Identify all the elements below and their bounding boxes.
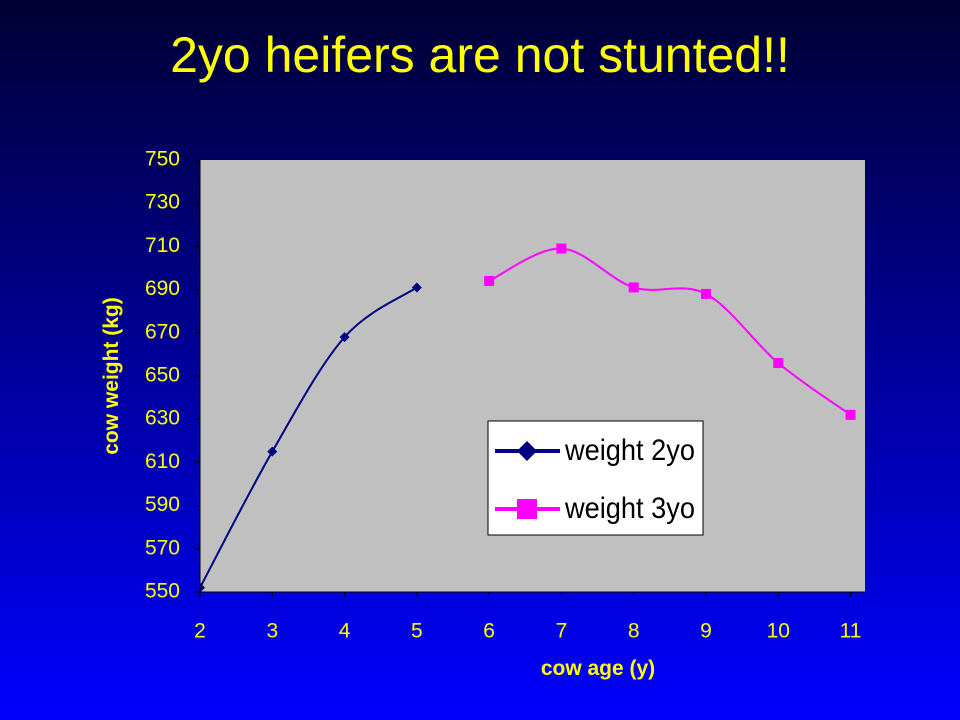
y-tick-label: 650 <box>145 364 180 387</box>
marker <box>339 332 350 343</box>
chart-title: 2yo heifers are not stunted!! <box>170 27 790 83</box>
x-tick-label: 6 <box>483 620 495 643</box>
x-tick-label: 10 <box>767 620 790 643</box>
x-tick-label: 11 <box>840 620 862 643</box>
y-tick-label: 550 <box>145 580 180 603</box>
x-tick-label: 7 <box>556 620 568 643</box>
legend-label: weight 3yo <box>564 492 695 525</box>
y-tick-label: 570 <box>145 536 180 559</box>
plot <box>200 243 856 592</box>
marker <box>517 441 537 461</box>
y-tick-label: 710 <box>145 234 180 257</box>
series-line <box>488 247 852 416</box>
y-tick-label: 610 <box>145 450 180 473</box>
y-tick-label: 630 <box>145 407 180 430</box>
y-tick-label: 590 <box>145 493 180 516</box>
marker <box>200 582 205 592</box>
x-axis-label: cow age (y) <box>541 657 655 680</box>
marker <box>517 499 537 519</box>
x-tick-label: 8 <box>628 620 640 643</box>
legend: weight 2yo weight 3yo <box>487 420 704 536</box>
series-line <box>200 286 418 589</box>
marker <box>628 282 639 293</box>
marker <box>556 243 567 254</box>
y-axis-label: cow weight (kg) <box>100 297 123 455</box>
marker <box>267 446 278 457</box>
x-tick-label: 3 <box>266 620 278 643</box>
marker <box>845 409 856 420</box>
x-tick-label: 2 <box>194 620 206 643</box>
x-tick-label: 4 <box>339 620 351 643</box>
marker <box>700 288 711 299</box>
axes: 550 570 590 610 630 650 670 690 710 730 750 2 3 4 5 6 7 8… <box>145 148 865 643</box>
y-tick-label: 750 <box>145 148 180 171</box>
marker <box>773 358 784 369</box>
y-tick-label: 690 <box>145 277 180 300</box>
legend-label: weight 2yo <box>564 434 695 467</box>
x-tick-label: 9 <box>700 620 712 643</box>
marker <box>411 282 422 293</box>
y-tick-label: 730 <box>145 191 180 214</box>
marker <box>484 275 495 286</box>
x-tick-label: 5 <box>411 620 423 643</box>
y-tick-label: 670 <box>145 320 180 343</box>
